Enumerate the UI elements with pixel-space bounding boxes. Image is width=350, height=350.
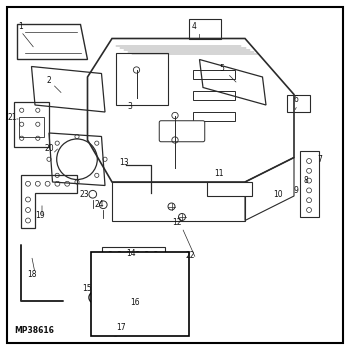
Text: 21: 21 xyxy=(7,113,17,122)
Bar xyxy=(91,252,189,336)
Text: 13: 13 xyxy=(119,158,129,167)
Text: 10: 10 xyxy=(273,190,283,199)
Bar xyxy=(287,95,310,112)
Text: 9: 9 xyxy=(293,186,298,195)
Text: 3: 3 xyxy=(127,102,132,111)
Text: 18: 18 xyxy=(27,270,36,279)
Bar xyxy=(102,247,164,261)
Text: 15: 15 xyxy=(82,284,92,293)
Text: 19: 19 xyxy=(35,211,45,220)
Text: 6: 6 xyxy=(293,95,298,104)
Bar xyxy=(206,182,252,196)
Text: 7: 7 xyxy=(318,155,323,164)
FancyBboxPatch shape xyxy=(159,121,205,142)
Bar xyxy=(19,117,44,136)
Text: 8: 8 xyxy=(304,176,309,185)
Text: 11: 11 xyxy=(214,169,224,178)
Text: 24: 24 xyxy=(95,200,105,209)
Text: 4: 4 xyxy=(192,22,197,31)
Text: 1: 1 xyxy=(19,22,23,31)
Bar xyxy=(300,150,319,217)
Text: 17: 17 xyxy=(116,323,126,332)
Text: 12: 12 xyxy=(172,218,182,227)
Text: 22: 22 xyxy=(186,251,196,260)
Text: 2: 2 xyxy=(47,76,51,85)
Text: 14: 14 xyxy=(126,249,136,258)
Text: 23: 23 xyxy=(79,190,89,199)
Bar xyxy=(189,19,220,38)
Text: 5: 5 xyxy=(220,64,225,73)
Text: MP38616: MP38616 xyxy=(14,326,54,335)
Text: 20: 20 xyxy=(44,144,54,153)
Bar xyxy=(98,266,154,278)
Text: 16: 16 xyxy=(130,298,140,307)
